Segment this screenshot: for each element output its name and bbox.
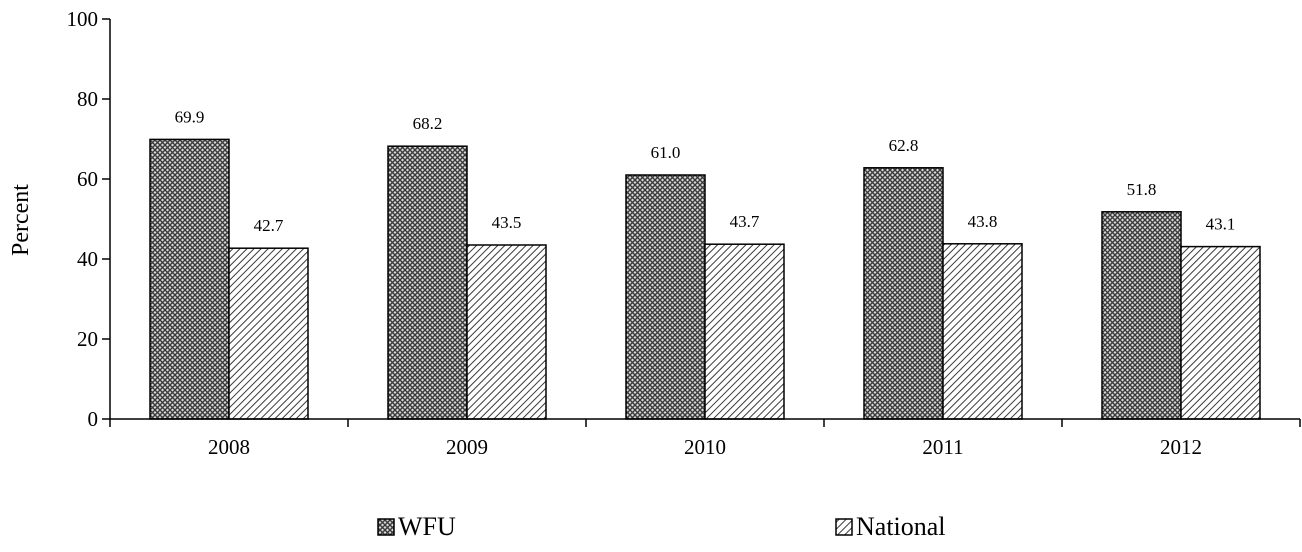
data-label-wfu-2009: 68.2 (413, 114, 443, 133)
y-tick-label: 40 (77, 247, 98, 271)
y-tick-label: 20 (77, 327, 98, 351)
data-label-national-2010: 43.7 (730, 212, 760, 231)
y-axis-title: Percent (8, 184, 34, 256)
bar-national-2011 (942, 243, 1023, 420)
data-label-wfu-2010: 61.0 (651, 143, 681, 162)
bar-wfu-2008 (149, 138, 230, 420)
data-label-national-2011: 43.8 (968, 212, 998, 231)
data-label-wfu-2012: 51.8 (1127, 180, 1157, 199)
y-tick-label: 80 (77, 87, 98, 111)
bar-national-2012 (1180, 245, 1261, 420)
x-tick-label-2008: 2008 (208, 435, 250, 459)
x-tick-label-2011: 2011 (922, 435, 963, 459)
bar-national-2010 (704, 243, 785, 420)
plot-area: 69.9 42.7 68.2 43.5 61.0 43.7 62.8 43.8 51.8 43.1… (67, 7, 1301, 459)
legend-label-wfu: WFU (398, 512, 456, 541)
x-tick-label-2012: 2012 (1160, 435, 1202, 459)
data-label-national-2009: 43.5 (492, 213, 522, 232)
y-tick-label: 0 (88, 407, 99, 431)
y-tick-label: 100 (67, 7, 99, 31)
legend: WFU National (377, 512, 946, 541)
bar-wfu-2011 (863, 167, 944, 420)
legend-swatch-wfu (377, 518, 395, 536)
data-label-wfu-2008: 69.9 (175, 107, 205, 126)
legend-swatch-national (835, 518, 853, 536)
y-tick-label: 60 (77, 167, 98, 191)
x-tick-label-2010: 2010 (684, 435, 726, 459)
x-tick-label-2009: 2009 (446, 435, 488, 459)
data-label-wfu-2011: 62.8 (889, 136, 919, 155)
bar-national-2009 (466, 244, 547, 420)
bar-wfu-2009 (387, 145, 468, 420)
data-label-national-2012: 43.1 (1206, 215, 1236, 234)
bar-wfu-2010 (625, 174, 706, 420)
bar-wfu-2012 (1101, 211, 1182, 420)
legend-label-national: National (856, 512, 946, 541)
data-label-national-2008: 42.7 (254, 216, 284, 235)
bar-national-2008 (228, 247, 309, 420)
